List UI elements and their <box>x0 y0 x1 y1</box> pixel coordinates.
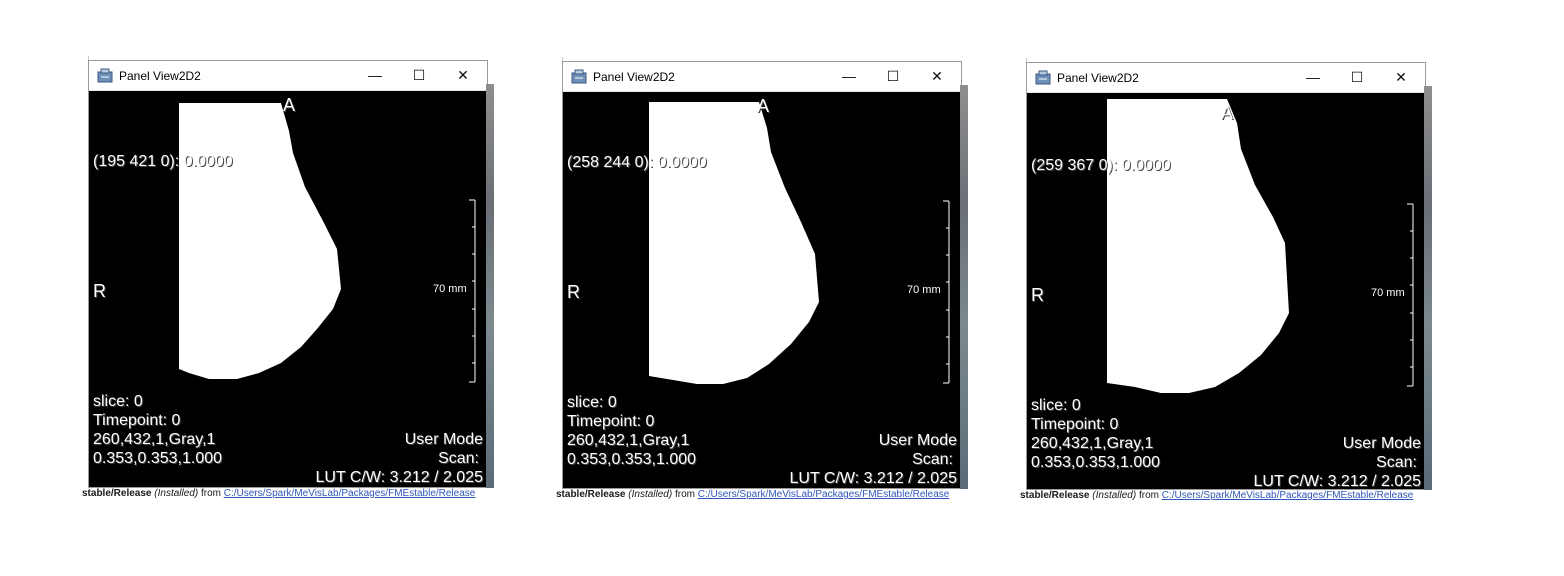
scan-label: Scan: <box>1376 454 1417 471</box>
minimize-button[interactable]: — <box>827 62 871 91</box>
close-button[interactable]: ✕ <box>1379 63 1423 92</box>
background-status-text: stable/Release (Installed) from C:/Users… <box>556 489 968 501</box>
lut-label: LUT C/W: 3.212 / 2.025 <box>1253 473 1422 489</box>
close-button[interactable]: ✕ <box>441 61 485 90</box>
view2d-window[interactable]: Panel View2D2 — ☐ ✕ A (195 421 0): 0.000… <box>88 60 488 488</box>
scale-bar-label: 70 mm <box>907 284 941 296</box>
slice-info: slice: 0 <box>567 394 617 411</box>
maximize-button[interactable]: ☐ <box>397 61 441 90</box>
maximize-icon: ☐ <box>412 67 426 83</box>
panel-2: Panel View2D2 — ☐ ✕ A (258 244 0): 0.000… <box>556 57 968 501</box>
close-icon: ✕ <box>457 67 469 83</box>
close-icon: ✕ <box>1395 69 1407 85</box>
slice-info: slice: 0 <box>1031 397 1081 414</box>
title-bar[interactable]: Panel View2D2 — ☐ ✕ <box>1027 63 1425 93</box>
maximize-icon: ☐ <box>886 68 900 84</box>
orientation-left-label: R <box>1031 285 1044 305</box>
background-status-text: stable/Release (Installed) from C:/Users… <box>1020 490 1432 502</box>
mode-label: User Mode <box>878 432 957 449</box>
maximize-button[interactable]: ☐ <box>871 62 915 91</box>
lut-label: LUT C/W: 3.212 / 2.025 <box>789 470 958 487</box>
scale-bar <box>469 199 476 383</box>
slice-info: slice: 0 <box>93 393 143 410</box>
background-window-edge-right <box>960 85 968 489</box>
image-viewport[interactable]: A (195 421 0): 0.0000 R 70 mm slice: 0 T… <box>89 91 487 487</box>
scale-bar <box>1407 203 1414 387</box>
package-path-link[interactable]: C:/Users/Spark/MeVisLab/Packages/FMEstab… <box>223 488 476 499</box>
window-title: Panel View2D2 <box>1057 71 1139 85</box>
minimize-icon: — <box>842 68 856 84</box>
scale-bar <box>943 200 950 384</box>
maximize-button[interactable]: ☐ <box>1335 63 1379 92</box>
window-title: Panel View2D2 <box>593 70 675 84</box>
orientation-top-label: A <box>1221 103 1234 123</box>
close-icon: ✕ <box>931 68 943 84</box>
timepoint-info: Timepoint: 0 <box>1031 416 1119 433</box>
package-path-link[interactable]: C:/Users/Spark/MeVisLab/Packages/FMEstab… <box>1161 490 1414 501</box>
window-title: Panel View2D2 <box>119 69 201 83</box>
scale-bar-label: 70 mm <box>1371 287 1405 299</box>
cursor-coordinate-readout: (195 421 0): 0.0000 <box>93 153 233 170</box>
title-bar[interactable]: Panel View2D2 — ☐ ✕ <box>563 62 961 92</box>
image-size-info: 260,432,1,Gray,1 <box>93 431 216 448</box>
image-viewport[interactable]: A (258 244 0): 0.0000 R 70 mm slice: 0 T… <box>563 92 961 488</box>
close-button[interactable]: ✕ <box>915 62 959 91</box>
scale-bar-label: 70 mm <box>433 283 467 295</box>
orientation-top-label: A <box>757 96 770 116</box>
panel-3: Panel View2D2 — ☐ ✕ A (259 367 0): 0.000… <box>1020 58 1432 502</box>
segmentation-mask <box>649 102 819 384</box>
image-viewport[interactable]: A (259 367 0): 0.0000 R 70 mm slice: 0 T… <box>1027 93 1425 489</box>
minimize-icon: — <box>1306 69 1320 85</box>
cursor-coordinate-readout: (259 367 0): 0.0000 <box>1031 157 1171 174</box>
panel-view-icon <box>571 69 587 84</box>
segmentation-mask <box>1107 99 1289 393</box>
background-window-edge-right <box>1424 86 1432 490</box>
minimize-button[interactable]: — <box>1291 63 1335 92</box>
maximize-icon: ☐ <box>1350 69 1364 85</box>
view2d-window[interactable]: Panel View2D2 — ☐ ✕ A (258 244 0): 0.000… <box>562 61 962 489</box>
mode-label: User Mode <box>404 431 483 448</box>
image-size-info: 260,432,1,Gray,1 <box>567 432 690 449</box>
lut-label: LUT C/W: 3.212 / 2.025 <box>315 469 484 486</box>
scan-label: Scan: <box>438 450 479 467</box>
voxel-size-info: 0.353,0.353,1.000 <box>567 451 697 468</box>
orientation-left-label: R <box>93 281 106 301</box>
orientation-top-label: A <box>283 95 296 115</box>
panel-view-icon <box>1035 70 1051 85</box>
background-window-edge-right <box>486 84 494 488</box>
voxel-size-info: 0.353,0.353,1.000 <box>93 450 223 467</box>
voxel-size-info: 0.353,0.353,1.000 <box>1031 454 1161 471</box>
orientation-left-label: R <box>567 282 580 302</box>
minimize-icon: — <box>368 67 382 83</box>
image-size-info: 260,432,1,Gray,1 <box>1031 435 1154 452</box>
package-path-link[interactable]: C:/Users/Spark/MeVisLab/Packages/FMEstab… <box>697 489 950 500</box>
cursor-coordinate-readout: (258 244 0): 0.0000 <box>567 154 707 171</box>
timepoint-info: Timepoint: 0 <box>93 412 181 429</box>
panel-1: Panel View2D2 — ☐ ✕ A (195 421 0): 0.000… <box>82 56 494 500</box>
panel-view-icon <box>97 68 113 83</box>
minimize-button[interactable]: — <box>353 61 397 90</box>
background-status-text: stable/Release (Installed) from C:/Users… <box>82 488 494 500</box>
scan-label: Scan: <box>912 451 953 468</box>
title-bar[interactable]: Panel View2D2 — ☐ ✕ <box>89 61 487 91</box>
mode-label: User Mode <box>1342 435 1421 452</box>
segmentation-mask <box>179 103 341 379</box>
timepoint-info: Timepoint: 0 <box>567 413 655 430</box>
view2d-window[interactable]: Panel View2D2 — ☐ ✕ A (259 367 0): 0.000… <box>1026 62 1426 490</box>
